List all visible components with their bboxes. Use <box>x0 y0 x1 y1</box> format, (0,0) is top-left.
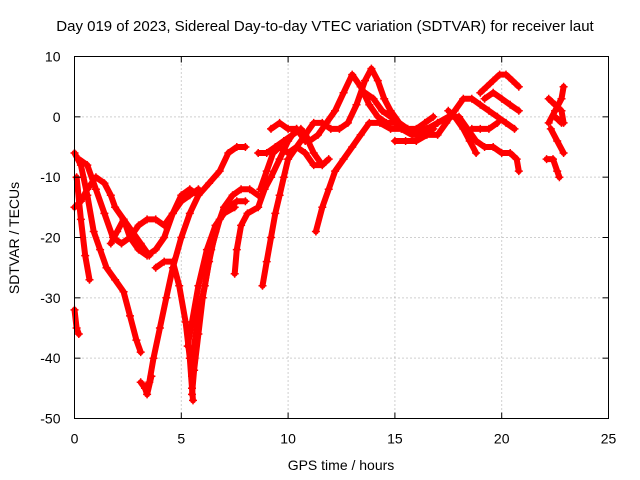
series-line <box>107 186 202 259</box>
plus-markers <box>258 143 333 290</box>
series-track-14 <box>258 143 333 290</box>
series-track-25 <box>480 88 523 115</box>
y-tick-label: 10 <box>45 49 61 65</box>
y-tick-label: 0 <box>53 109 61 125</box>
y-tick-label: -10 <box>40 169 60 185</box>
x-tick-label: 0 <box>71 431 79 447</box>
series-line <box>391 95 518 144</box>
series-track-24 <box>476 70 523 97</box>
plus-markers <box>412 112 523 176</box>
series-track-20 <box>390 94 519 145</box>
series-track-8 <box>141 372 156 399</box>
plus-markers <box>267 118 310 145</box>
x-axis: 0 5 10 15 20 25 <box>71 56 617 447</box>
series-track-30 <box>551 112 566 127</box>
series-track-6 <box>106 185 203 260</box>
series-track-12 <box>183 203 239 351</box>
y-axis-label: SDTVAR / TECUs <box>6 182 22 294</box>
plus-markers <box>390 94 519 145</box>
series-line <box>312 119 437 235</box>
series-track-29 <box>542 155 564 182</box>
series-line <box>552 113 565 126</box>
data-series <box>70 64 568 405</box>
series-track-16 <box>254 70 442 157</box>
y-tick-label: -50 <box>40 411 60 427</box>
plus-markers <box>551 112 566 127</box>
plus-markers <box>183 203 239 351</box>
series-track-1 <box>70 149 145 357</box>
plus-markers <box>444 106 481 157</box>
x-tick-label: 10 <box>280 431 296 447</box>
plus-markers <box>106 185 203 260</box>
plus-markers <box>480 88 523 115</box>
series-track-21 <box>412 112 523 176</box>
plus-markers <box>141 372 156 399</box>
series-track-19 <box>361 88 438 133</box>
plus-markers <box>544 82 568 127</box>
y-tick-label: -30 <box>40 290 60 306</box>
x-tick-label: 25 <box>601 431 617 447</box>
plus-markers <box>361 88 438 133</box>
series-track-23 <box>467 118 502 133</box>
series-track-3 <box>70 305 83 338</box>
x-tick-label: 20 <box>494 431 510 447</box>
y-axis: -50 -40 -30 -20 -10 0 10 <box>40 49 609 427</box>
plus-markers <box>542 155 564 182</box>
series-line <box>73 174 93 283</box>
chart-title: Day 019 of 2023, Sidereal Day-to-day VTE… <box>56 18 594 35</box>
plus-markers <box>467 118 502 133</box>
x-tick-label: 5 <box>177 431 185 447</box>
series-track-28 <box>546 124 568 157</box>
y-tick-label: -20 <box>40 230 60 246</box>
x-axis-label: GPS time / hours <box>288 457 395 473</box>
plus-markers <box>476 70 523 97</box>
y-tick-label: -40 <box>40 350 60 366</box>
series-line <box>468 119 501 132</box>
series-track-22 <box>444 106 481 157</box>
series-track-18 <box>267 118 310 145</box>
x-tick-label: 15 <box>387 431 403 447</box>
plus-markers <box>546 124 568 157</box>
